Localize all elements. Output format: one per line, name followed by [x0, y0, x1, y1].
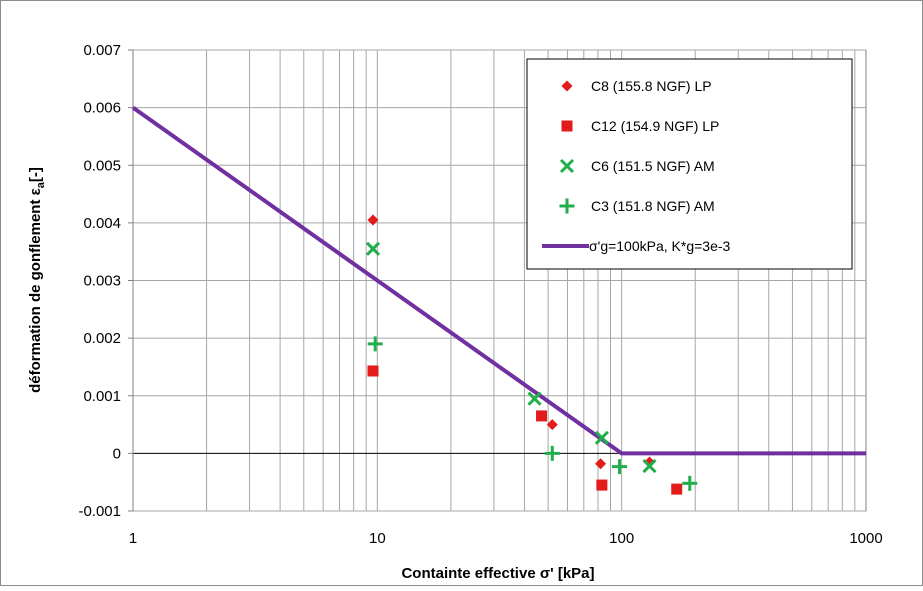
- plus-marker: [367, 336, 383, 352]
- y-axis-title: déformation de gonflement εa[-]: [27, 167, 47, 393]
- y-tick-label: 0.006: [83, 100, 121, 117]
- x-axis-title: Containte effective σ' [kPa]: [401, 565, 594, 582]
- y-tick-label: 0.003: [83, 273, 121, 290]
- y-tick-label: 0.005: [83, 157, 121, 174]
- square-marker: [671, 483, 683, 495]
- x-marker: [365, 241, 381, 256]
- x-marker: [559, 158, 575, 174]
- x-marker-stroke: [559, 158, 575, 174]
- y-axis-title-sub: a: [35, 181, 47, 188]
- y-axis-title-main: déformation de gonflement ε: [27, 188, 44, 393]
- y-tick-label: 0.004: [83, 215, 121, 232]
- plus-marker: [682, 475, 698, 491]
- plus-marker: [544, 445, 560, 461]
- x-marker-stroke: [642, 458, 657, 474]
- x-tick-label: 100: [609, 530, 634, 547]
- square-marker: [561, 120, 573, 132]
- square-marker: [367, 365, 379, 377]
- legend-label: C8 (155.8 NGF) LP: [591, 78, 712, 94]
- diamond-marker: [595, 458, 607, 470]
- x-marker: [527, 391, 542, 406]
- diamond-marker: [546, 419, 558, 431]
- legend-label: C12 (154.9 NGF) LP: [591, 118, 719, 134]
- diamond-marker: [561, 80, 573, 92]
- x-tick-label: 1: [129, 530, 137, 547]
- x-marker-stroke: [365, 241, 381, 256]
- legend-label: C6 (151.5 NGF) AM: [591, 158, 715, 174]
- axes: -0.001 0 0.001 0.002 0.003 0.004 0.005 0.006 0.0…: [78, 42, 882, 547]
- model-line: [131, 105, 866, 456]
- legend-label: C3 (151.8 NGF) AM: [591, 198, 715, 214]
- y-axis-title-tail: [-]: [27, 167, 44, 182]
- square-marker: [536, 410, 548, 422]
- x-tick-label: 10: [369, 530, 386, 547]
- y-tick-label: 0.002: [83, 330, 121, 347]
- y-tick-label: 0.007: [83, 42, 121, 59]
- x-marker: [594, 430, 609, 445]
- x-marker-stroke: [527, 391, 542, 406]
- legend-box: [526, 58, 853, 270]
- square-marker: [596, 479, 608, 491]
- plus-marker: [559, 198, 575, 214]
- y-tick-label: 0: [113, 445, 121, 462]
- legend: C8 (155.8 NGF) LP C12 (154.9 NGF) LP C6 (1…: [526, 58, 853, 270]
- plus-marker: [612, 459, 628, 475]
- data-series: [131, 105, 866, 495]
- y-tick-label: -0.001: [78, 503, 121, 520]
- x-tick-label: 1000: [849, 530, 882, 547]
- y-tick-label: 0.001: [83, 388, 121, 405]
- x-marker-stroke: [594, 430, 609, 445]
- x-marker: [642, 458, 657, 474]
- legend-label: σ'g=100kPa, K*g=3e-3: [589, 238, 731, 254]
- diamond-marker: [367, 214, 379, 226]
